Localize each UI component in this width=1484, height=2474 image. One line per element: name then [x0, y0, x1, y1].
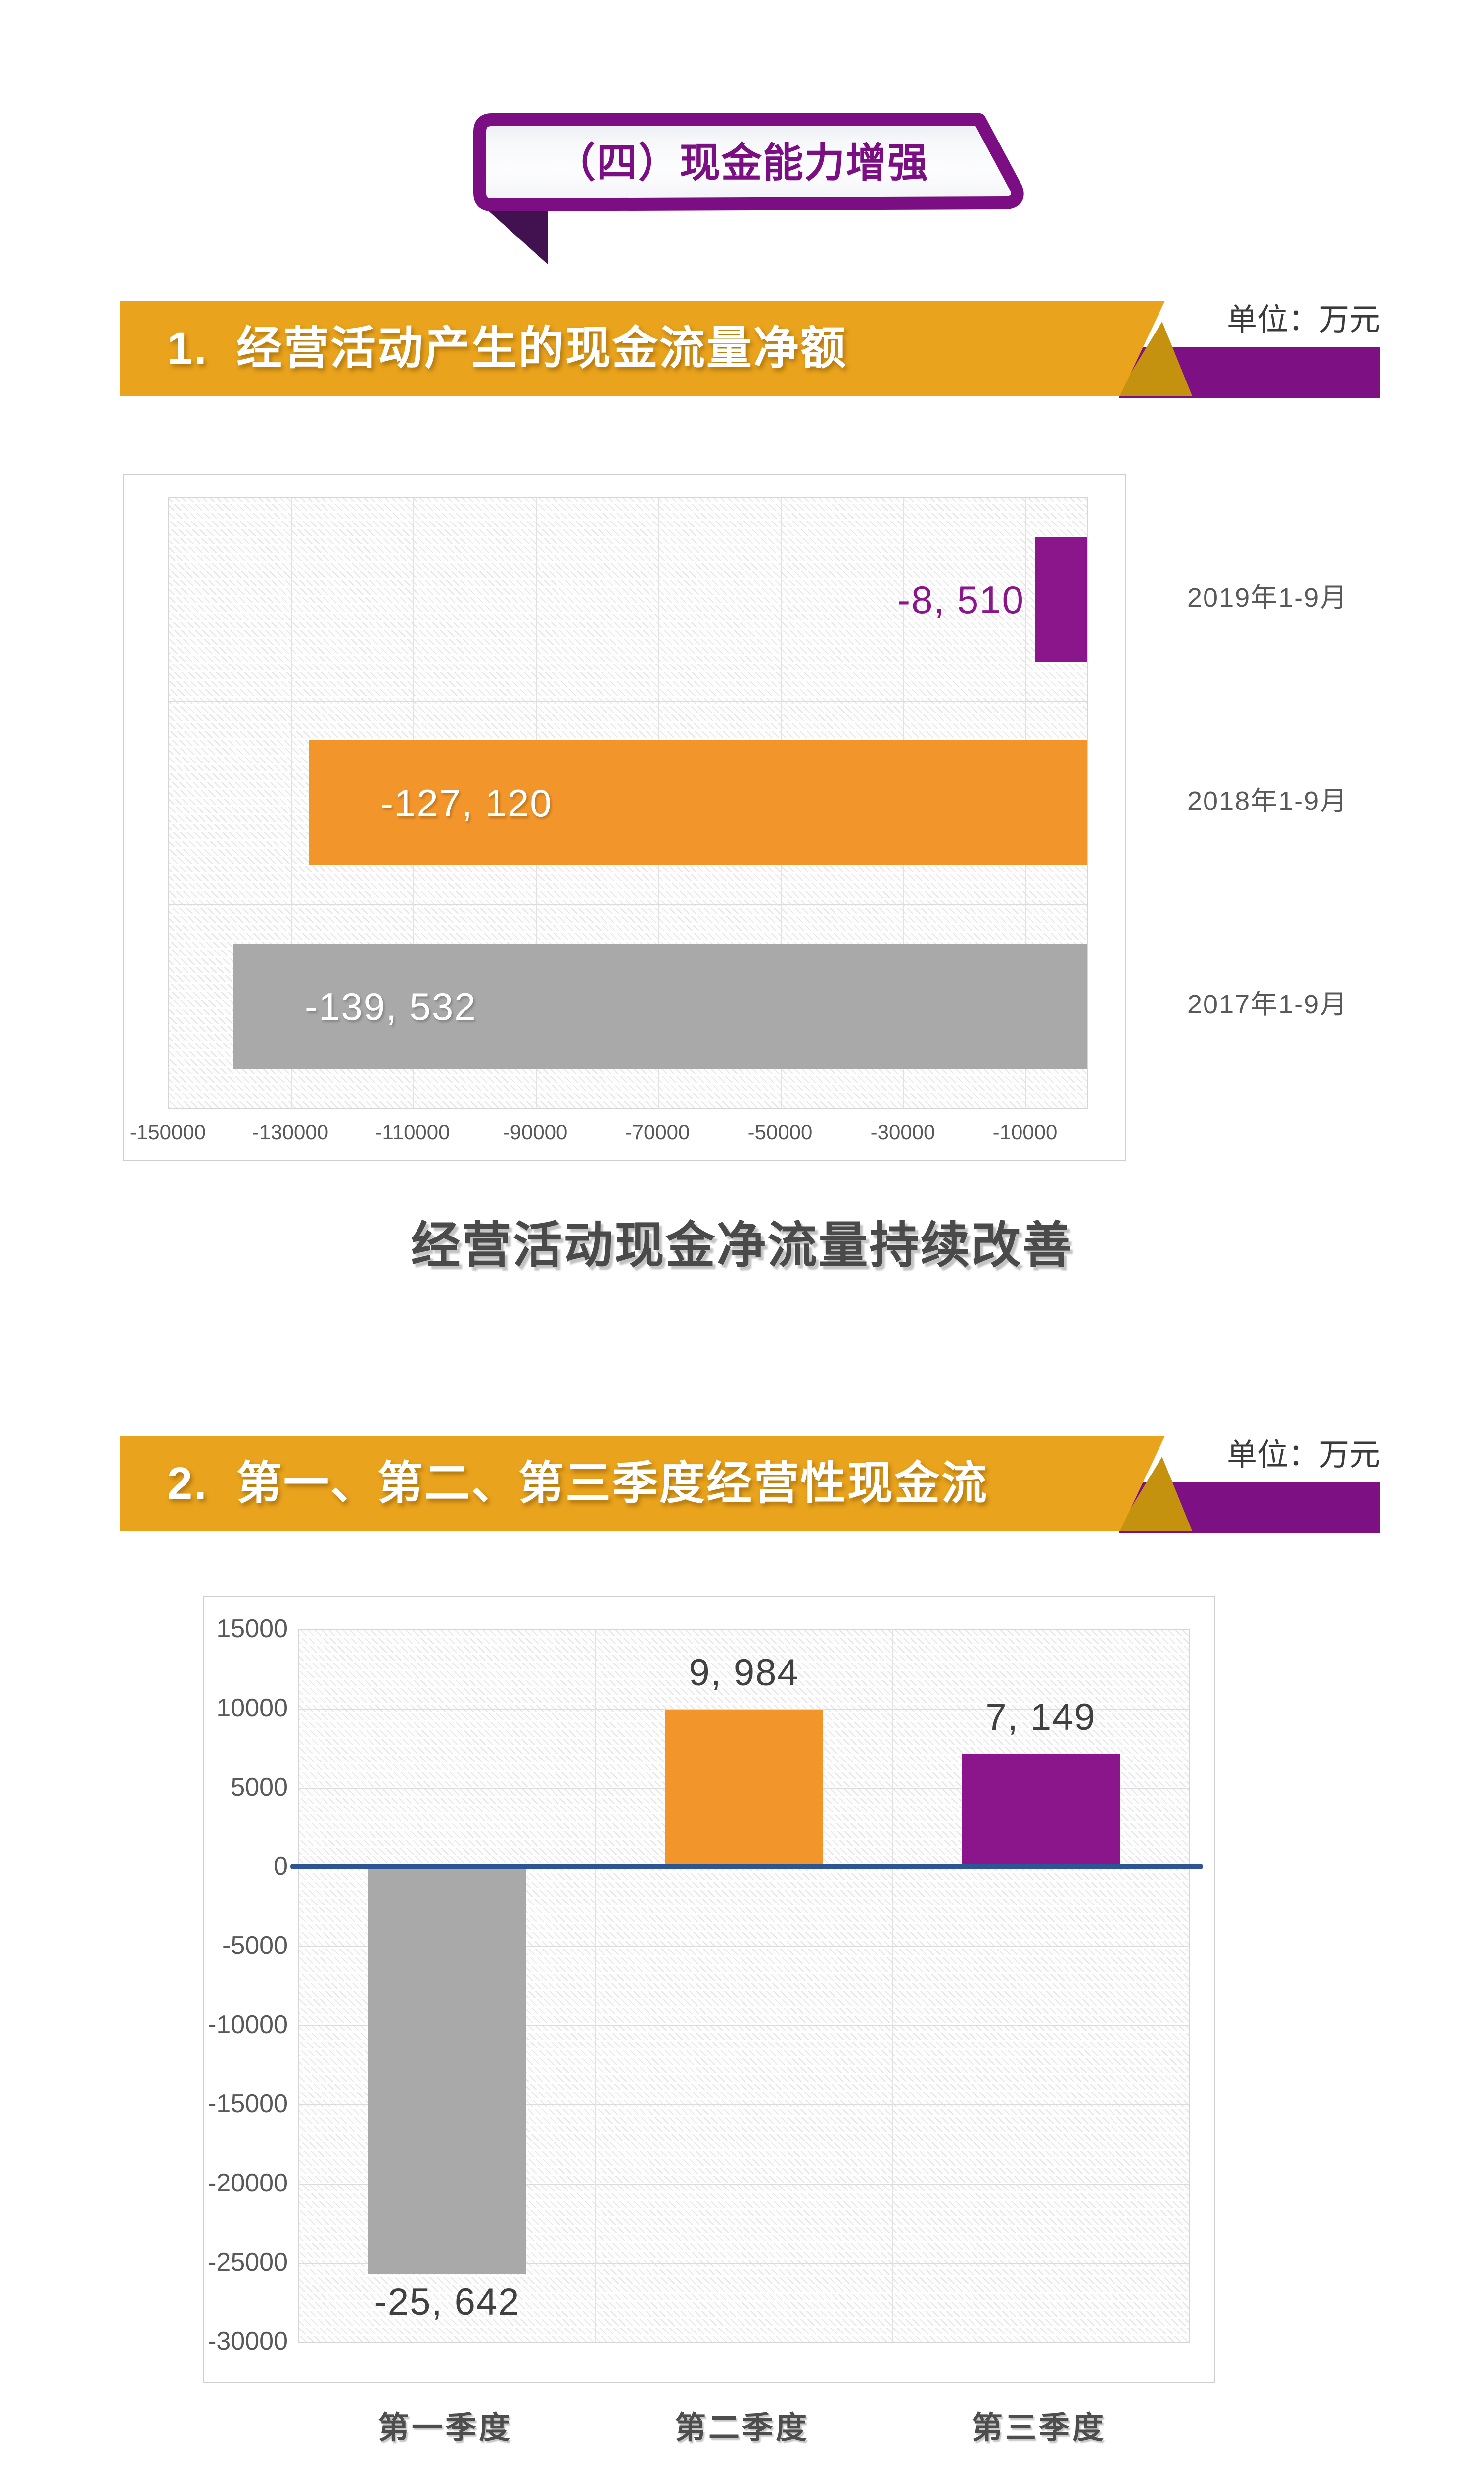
section1-heading: 1. 经营活动产生的现金流量净额 [167, 323, 847, 374]
chart1-category-label: 2019年1-9月 [1187, 583, 1348, 613]
header2-unit-label: 单位：万元 [1226, 1438, 1380, 1472]
chart2-y-tick-label: 5000 [231, 1773, 288, 1802]
bubble-tail-icon [481, 204, 548, 265]
chart1-x-tick-label: -30000 [870, 1120, 935, 1143]
chart1-category-label: 2017年1-9月 [1187, 990, 1348, 1019]
page-title: （四）现金能力增强 [555, 141, 929, 186]
chart1-hgridline [169, 904, 1087, 905]
chart2-hgridline [299, 2263, 1189, 2264]
chart2-vgridline [892, 1630, 893, 2342]
chart1-category-labels: 2019年1-9月 2018年1-9月 2017年1-9月 [1187, 496, 1395, 1109]
header1-unit-label: 单位：万元 [1226, 303, 1380, 337]
chart1-x-tick-label: -150000 [129, 1120, 206, 1143]
chart1-bar-2018年1-9月 [309, 740, 1087, 865]
section2-heading: 2. 第一、第二、第三季度经营性现金流 [167, 1458, 988, 1509]
chart2-plot: -25, 642 9, 984 7, 149 [298, 1629, 1190, 2343]
chart2-bar-第三季度 [962, 1754, 1120, 1867]
chart2-y-tick-label: -30000 [208, 2327, 288, 2356]
chart1-x-tick-label: -90000 [503, 1120, 568, 1143]
chart1-x-axis: -150000 -130000 -110000 -90000 -70000 -50000 -… [124, 1115, 1125, 1150]
chart2-bar-value-label: 9, 984 [689, 1652, 799, 1694]
chart1-hgridline [169, 701, 1087, 702]
chart2-vgridline [595, 1630, 596, 2342]
chart2-category-label: 第一季度 [378, 2411, 512, 2445]
bubble-outline [473, 113, 1024, 211]
chart2-y-tick-label: 0 [274, 1852, 288, 1881]
chart2-y-tick-label: -15000 [208, 2090, 288, 2118]
chart2-category-label: 第二季度 [675, 2411, 809, 2445]
chart2-y-tick-label: -10000 [208, 2010, 288, 2039]
chart2-hgridline [299, 1709, 1189, 1710]
chart2-y-tick-label: -5000 [222, 1931, 288, 1960]
chart2-card: 15000 10000 5000 0 -5000 -10000 -15000 -20000 -2… [203, 1596, 1215, 2383]
header2-banner: 2. 第一、第二、第三季度经营性现金流 [120, 1436, 1165, 1531]
chart1-x-tick-label: -50000 [747, 1120, 813, 1143]
chart2-hgridline [299, 2025, 1189, 2026]
chart2-bar-第二季度 [665, 1710, 823, 1867]
chart1-bar-value-label: -139, 532 [305, 985, 477, 1028]
chart2-hgridline [299, 1946, 1189, 1947]
chart2-bar-value-label: 7, 149 [985, 1696, 1096, 1738]
chart1-x-tick-label: -130000 [252, 1120, 329, 1143]
chart1-x-tick-label: -10000 [992, 1120, 1058, 1143]
header1-banner: 1. 经营活动产生的现金流量净额 [120, 301, 1165, 396]
title-bubble [473, 113, 1024, 265]
chart1-x-tick-label: -110000 [375, 1120, 450, 1143]
chart2-zero-line [290, 1864, 1203, 1869]
chart1-vgridline [291, 498, 292, 1108]
chart2-y-axis: 15000 10000 5000 0 -5000 -10000 -15000 -20000 -2… [204, 1597, 290, 2382]
chart1-bar-2017年1-9月 [233, 944, 1087, 1069]
chart1-bar-value-label: -8, 510 [897, 578, 1024, 621]
chart2-bar-第一季度 [368, 1867, 526, 2274]
chart1-card: -8, 510 -127, 120 -139, 532 -150000 -130000… [123, 474, 1126, 1161]
chart2-hgridline [299, 2104, 1189, 2105]
chart2-y-tick-label: 15000 [216, 1615, 288, 1643]
chart1-bar-value-label: -127, 120 [380, 781, 553, 825]
chart2-hgridline [299, 2184, 1189, 2185]
chart2-y-tick-label: 10000 [216, 1694, 288, 1722]
chart2-category-labels: 第一季度 第二季度 第三季度 [297, 2403, 1187, 2447]
chart2-bar-value-label: -25, 642 [374, 2281, 520, 2323]
chart1-plot: -8, 510 -127, 120 -139, 532 [168, 497, 1088, 1109]
chart2-category-label: 第三季度 [972, 2411, 1106, 2445]
chart1-bar-2019年1-9月 [1035, 537, 1087, 662]
chart2-y-tick-label: -20000 [208, 2169, 288, 2197]
chart1-category-label: 2018年1-9月 [1187, 786, 1348, 816]
chart2-y-tick-label: -25000 [208, 2248, 288, 2277]
chart1-x-tick-label: -70000 [625, 1120, 690, 1143]
chart1-caption: 经营活动现金净流量持续改善 [411, 1218, 1073, 1273]
